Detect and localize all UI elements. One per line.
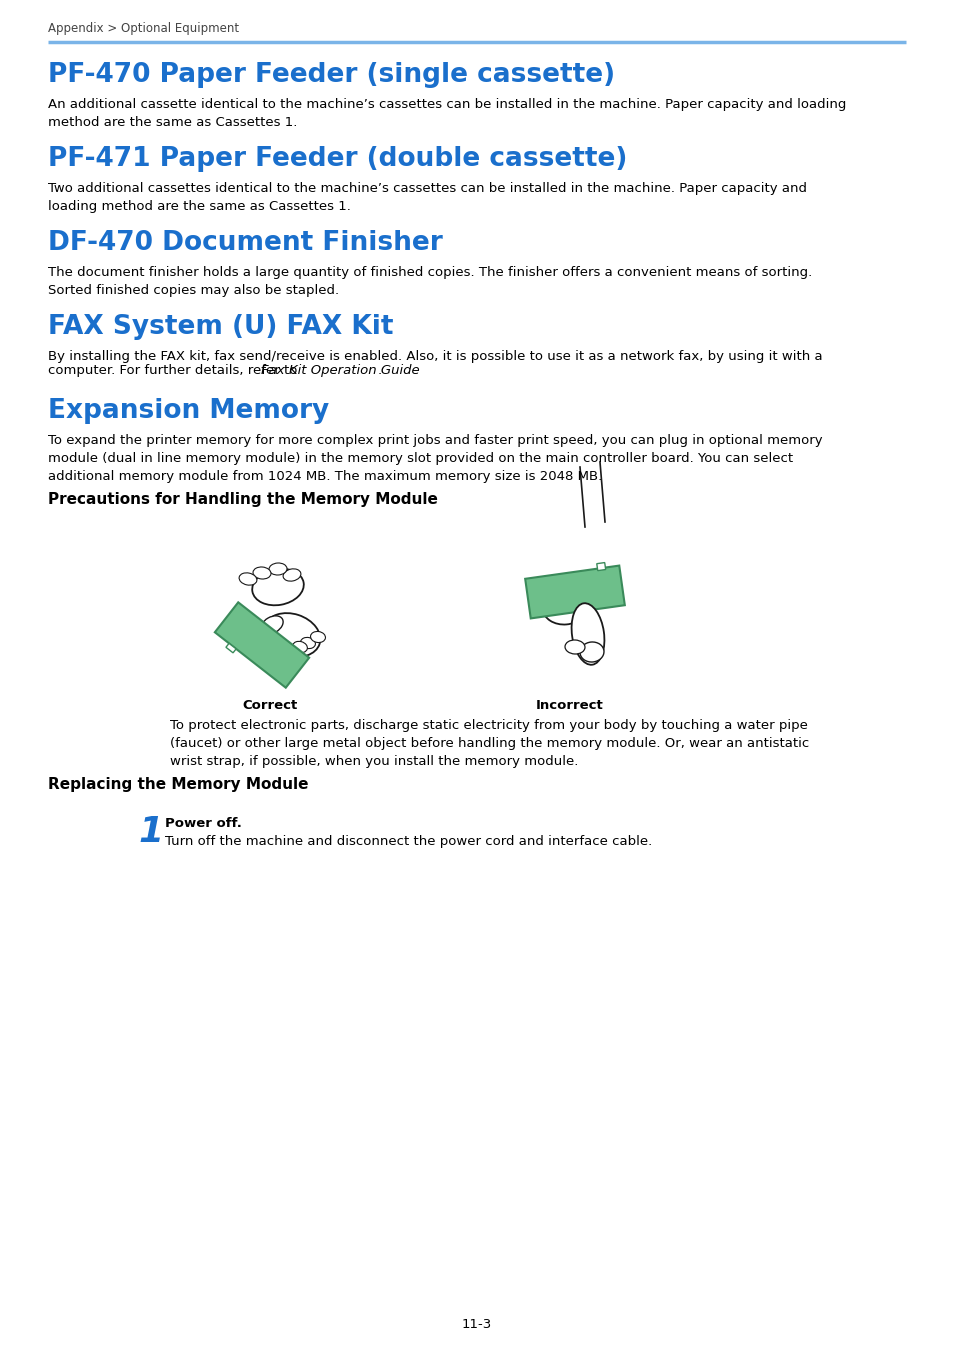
Text: computer. For further details, refer to: computer. For further details, refer to [48,364,301,377]
Ellipse shape [253,567,271,579]
Ellipse shape [263,613,320,657]
Text: The document finisher holds a large quantity of finished copies. The finisher of: The document finisher holds a large quan… [48,266,811,297]
Text: 11-3: 11-3 [461,1318,492,1331]
Text: Appendix > Optional Equipment: Appendix > Optional Equipment [48,22,239,35]
Text: PF-471 Paper Feeder (double cassette): PF-471 Paper Feeder (double cassette) [48,146,627,171]
Text: Turn off the machine and disconnect the power cord and interface cable.: Turn off the machine and disconnect the … [165,836,652,848]
Text: Correct: Correct [242,699,297,711]
Text: Incorrect: Incorrect [536,699,603,711]
Ellipse shape [579,643,603,662]
Ellipse shape [542,590,587,625]
Text: By installing the FAX kit, fax send/receive is enabled. Also, it is possible to : By installing the FAX kit, fax send/rece… [48,350,821,363]
Polygon shape [597,563,605,571]
Ellipse shape [300,637,315,648]
Ellipse shape [269,563,287,575]
Ellipse shape [252,568,303,605]
Text: Two additional cassettes identical to the machine’s cassettes can be installed i: Two additional cassettes identical to th… [48,182,806,213]
Ellipse shape [260,616,283,634]
Text: Fax Kit Operation Guide: Fax Kit Operation Guide [260,364,419,377]
Text: To expand the printer memory for more complex print jobs and faster print speed,: To expand the printer memory for more co… [48,433,821,483]
Text: .: . [377,364,382,377]
Text: FAX System (U) FAX Kit: FAX System (U) FAX Kit [48,315,393,340]
Text: Power off.: Power off. [165,817,242,830]
Polygon shape [214,602,309,687]
Polygon shape [525,566,624,618]
Ellipse shape [571,603,604,664]
Ellipse shape [239,572,256,585]
Text: To protect electronic parts, discharge static electricity from your body by touc: To protect electronic parts, discharge s… [170,720,808,768]
Text: An additional cassette identical to the machine’s cassettes can be installed in : An additional cassette identical to the … [48,99,845,130]
Text: PF-470 Paper Feeder (single cassette): PF-470 Paper Feeder (single cassette) [48,62,615,88]
Ellipse shape [283,568,300,580]
Text: Precautions for Handling the Memory Module: Precautions for Handling the Memory Modu… [48,491,437,508]
Ellipse shape [293,641,307,652]
Text: 1: 1 [138,815,163,849]
Text: Replacing the Memory Module: Replacing the Memory Module [48,778,308,792]
Ellipse shape [311,632,325,643]
Text: DF-470 Document Finisher: DF-470 Document Finisher [48,230,442,256]
Polygon shape [226,644,236,653]
Text: Expansion Memory: Expansion Memory [48,398,329,424]
Ellipse shape [564,640,584,653]
